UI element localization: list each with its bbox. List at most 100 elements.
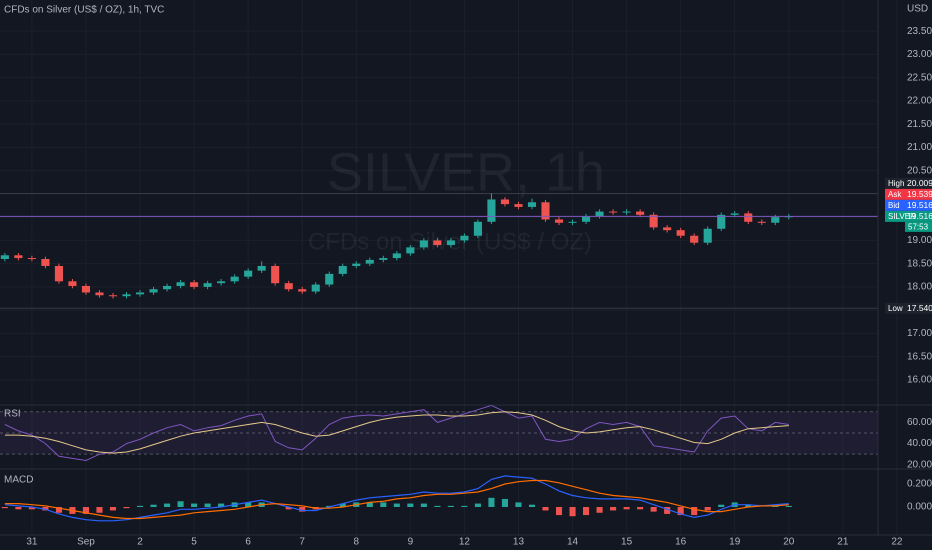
x-tick-label: 9 (408, 537, 414, 548)
macd-histogram-bar (583, 507, 590, 516)
candle-body (406, 247, 415, 254)
bid-tag-bg (885, 199, 932, 211)
macd-histogram-bar (28, 507, 35, 510)
low-tag-name: Low (888, 304, 903, 313)
x-tick-label: 12 (459, 537, 471, 548)
candle-body (487, 199, 496, 222)
candle-body (554, 219, 564, 223)
candle-body (284, 283, 293, 290)
last-tag-bg (885, 210, 932, 222)
candle-body (0, 255, 9, 259)
macd-histogram-bar (136, 505, 144, 508)
macd-histogram-bar (339, 503, 346, 508)
x-tick-label: 19 (729, 537, 741, 548)
candle-body (14, 255, 23, 259)
countdown-bg (905, 221, 932, 232)
x-tick-label: 5 (191, 537, 197, 548)
candle-body (95, 292, 104, 296)
candle-body (190, 282, 199, 287)
macd-histogram-bar (650, 507, 657, 512)
candle-body (595, 211, 604, 217)
x-tick-label: 13 (513, 537, 525, 548)
candle-body (176, 282, 185, 286)
y-tick-label: 16.00 (907, 375, 932, 386)
ask-tag-value: 19.539 (907, 189, 932, 199)
y-tick-label: 21.50 (907, 119, 932, 130)
macd-histogram-bar (691, 507, 698, 516)
x-tick-label: 20 (783, 537, 795, 548)
candle-body (730, 213, 739, 215)
candle-body (500, 199, 510, 205)
macd-histogram-bar (501, 498, 508, 508)
currency-label: USD (907, 4, 928, 15)
x-tick-label: 7 (299, 537, 305, 548)
candle-body (81, 285, 91, 293)
y-tick-label: 18.00 (907, 282, 932, 293)
candle-body (581, 216, 591, 222)
candle-body (325, 273, 334, 285)
macd-histogram-bar (109, 507, 117, 511)
macd-histogram-bar (218, 503, 225, 508)
candle-body (27, 258, 36, 260)
macd-histogram-bar (420, 503, 427, 508)
y-tick-label: 23.00 (907, 49, 932, 60)
watermark: SILVER, 1h (327, 142, 605, 202)
macd-histogram-bar (285, 507, 292, 510)
ask-tag-bg (885, 188, 932, 200)
candle-body (419, 240, 428, 248)
macd-histogram-bar (15, 507, 22, 510)
macd-histogram-bar (461, 505, 468, 508)
low-tag-value: 17.540 (907, 303, 932, 313)
macd-histogram-bar (204, 503, 211, 508)
macd-histogram-bar (245, 502, 252, 508)
high-tag-value: 20.009 (907, 178, 932, 188)
macd-histogram-bar (150, 504, 157, 508)
bid-tag-name: Bid (888, 201, 900, 210)
macd-histogram-bar (569, 507, 576, 517)
macd-histogram-bar (96, 507, 103, 513)
candle-body (771, 217, 780, 223)
macd-histogram-bar (488, 497, 495, 508)
candle-body (527, 202, 537, 207)
y-tick-label: 19.00 (907, 235, 932, 246)
high-tag-name: High (888, 179, 904, 188)
macd-histogram-bar (677, 507, 684, 516)
macd-histogram-bar (637, 507, 644, 510)
macd-histogram-bar (82, 507, 90, 514)
candle-body (460, 235, 469, 241)
macd-title: MACD (4, 475, 33, 486)
x-tick-label: 6 (245, 537, 251, 548)
macd-tick-label: 0.200 (907, 479, 932, 490)
chart-title: CFDs on Silver (US$ / OZ), 1h, TVC (4, 5, 164, 16)
candle-body (433, 240, 442, 246)
candle-body (541, 202, 550, 220)
candle-body (392, 253, 401, 259)
y-tick-label: 20.50 (907, 165, 932, 176)
macd-histogram-bar (447, 505, 454, 508)
candle-body (473, 221, 482, 236)
candle-body (514, 204, 523, 207)
macd-histogram-bar (177, 501, 184, 508)
x-tick-label: 16 (675, 537, 687, 548)
y-tick-label: 16.50 (907, 351, 932, 362)
candle-body (365, 259, 374, 264)
last-tag-value: 19.516 (907, 211, 932, 221)
candle-body (163, 285, 172, 290)
candle-body (108, 295, 118, 297)
rsi-title: RSI (4, 409, 21, 420)
y-tick-label: 17.00 (907, 328, 932, 339)
macd-histogram-bar (393, 503, 400, 508)
macd-histogram-bar (785, 505, 792, 508)
x-tick-label: 2 (137, 537, 143, 548)
macd-histogram-bar (380, 502, 387, 508)
x-tick-label: 21 (837, 537, 849, 548)
x-tick-label: 15 (621, 537, 633, 548)
candle-body (446, 240, 455, 246)
candle-body (271, 265, 280, 284)
candle-body (703, 228, 712, 243)
candle-body (649, 214, 658, 228)
candle-body (122, 294, 131, 297)
y-tick-label: 18.50 (907, 258, 932, 269)
y-tick-label: 22.50 (907, 72, 932, 83)
